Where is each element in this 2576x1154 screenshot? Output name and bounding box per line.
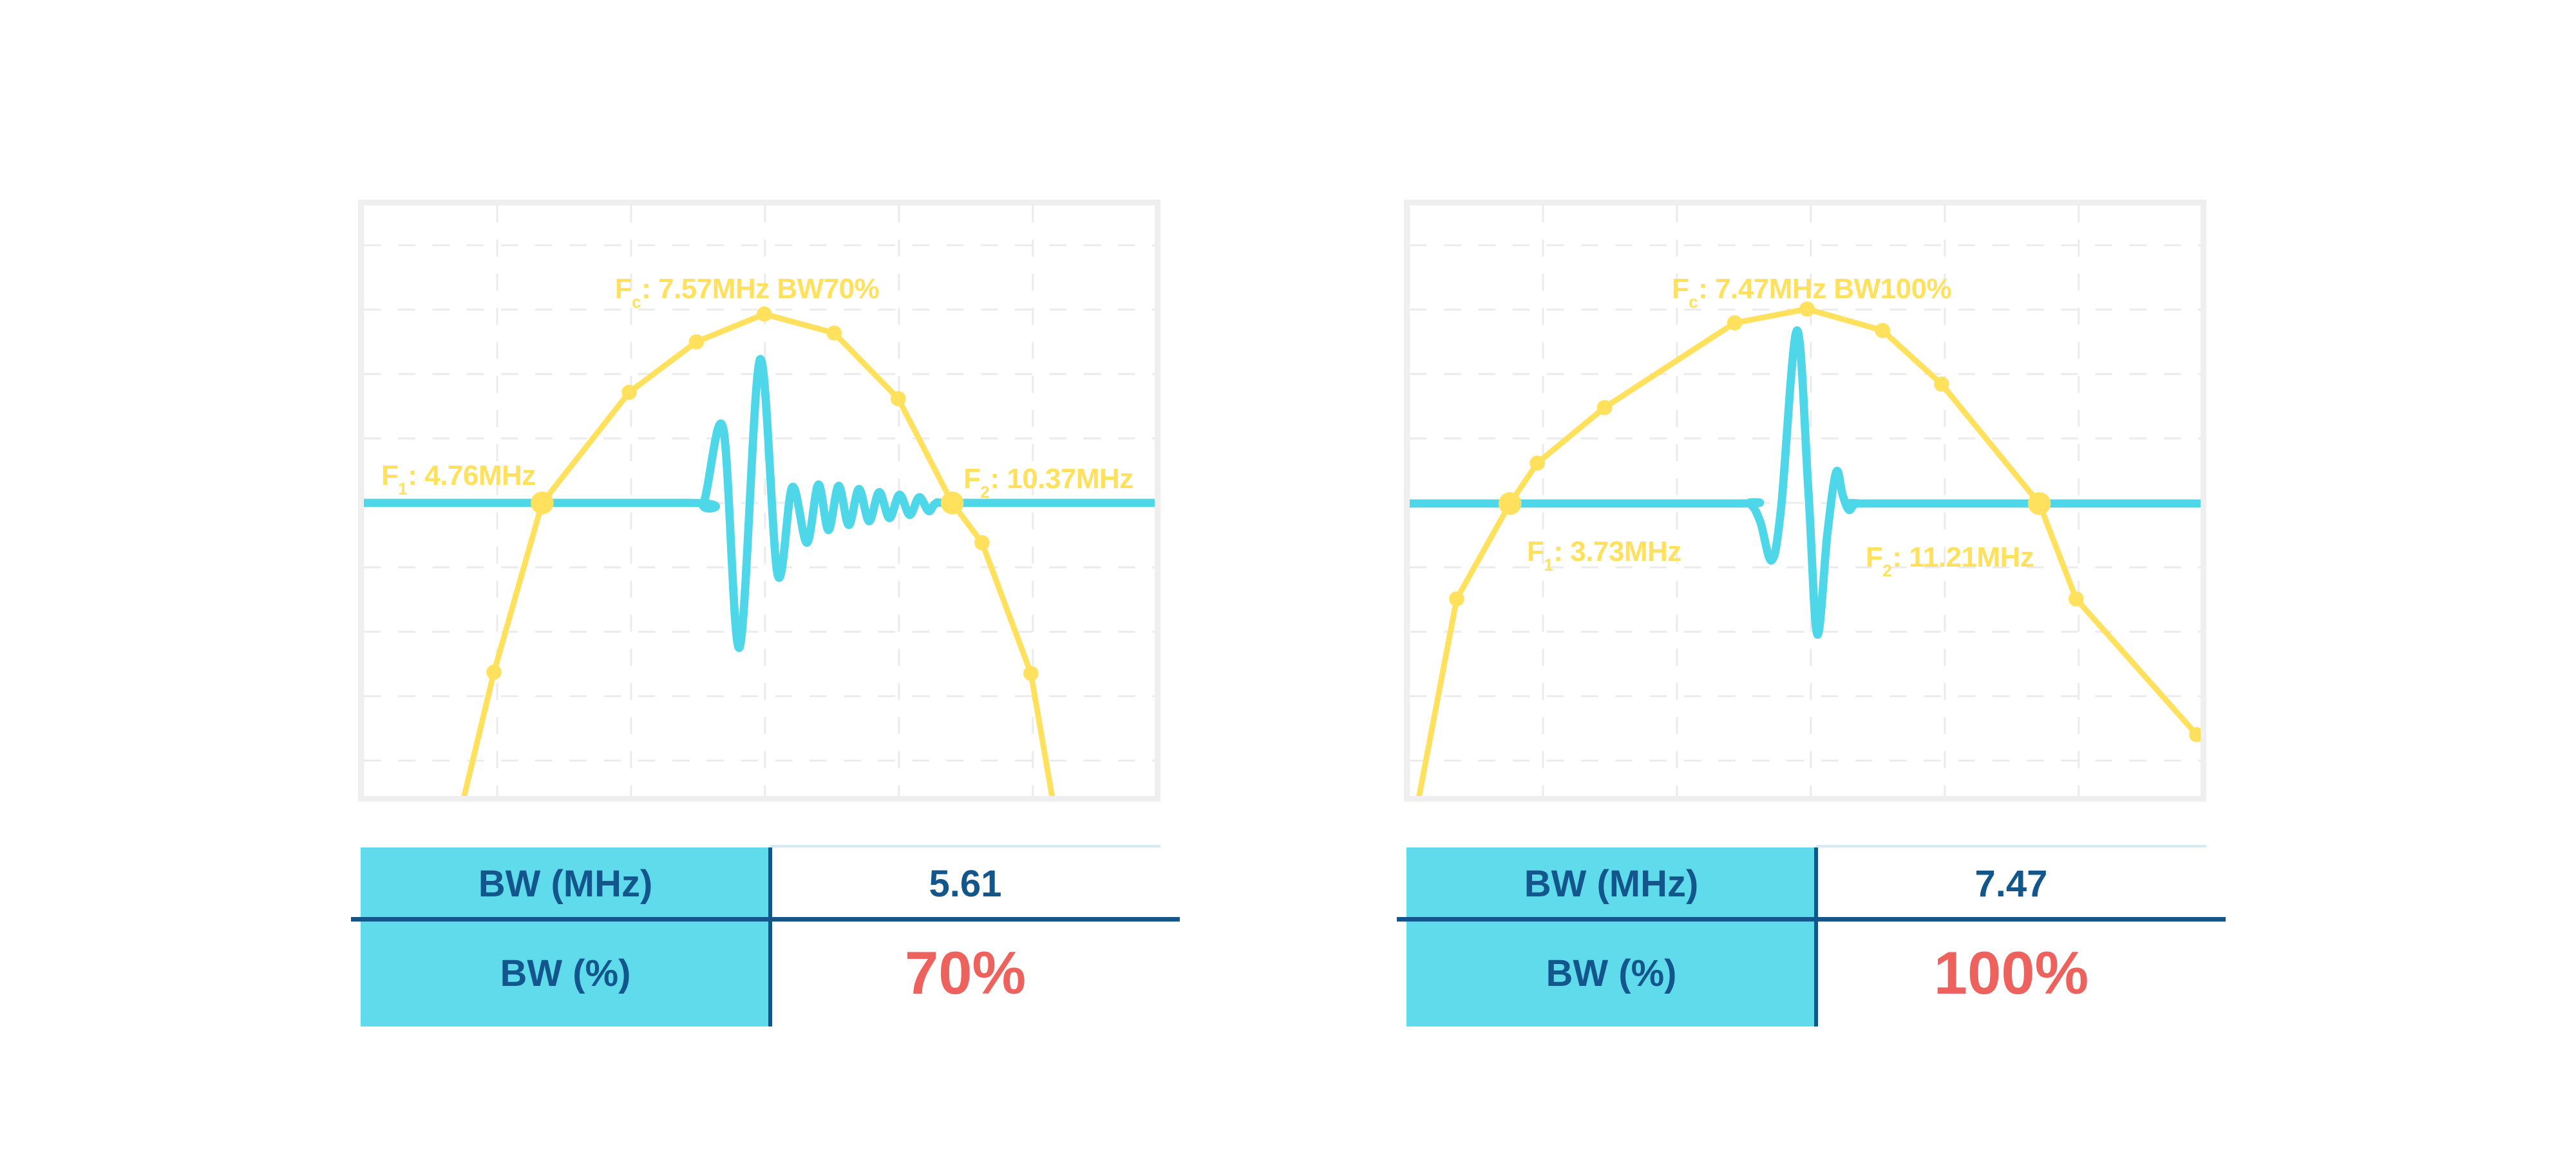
spectrum-marker [2189, 727, 2201, 743]
spectrum-marker [1875, 323, 1891, 338]
table-row-divider [351, 917, 1180, 922]
half-power-marker [1498, 492, 1522, 515]
f1-label-sub: 1 [398, 480, 408, 499]
fc-annotation: Fc: 7.57MHz BW70% [614, 273, 880, 312]
spectrum-marker [1023, 665, 1039, 681]
table-row: BW (%) 70% [361, 920, 1160, 1026]
fc-label-prefix: F [614, 273, 632, 305]
spectrum-marker [621, 384, 637, 401]
spectrum-marker [1934, 376, 1949, 392]
bw-mhz-value-cell: 7.47 [1816, 847, 2206, 920]
bw-table-bw100: BW (MHz) 7.47 BW (%) 100% [1397, 845, 2226, 1026]
spectrum-curve [1416, 306, 2200, 796]
table-top-rule [770, 845, 1160, 847]
spectrum-marker [1449, 591, 1464, 607]
spectrum-plot-bw70 [364, 205, 1155, 796]
spectrum-plot-frame-bw100: Fc: 7.47MHz BW100% F1: 3.73MHz F2: 11.21… [1404, 200, 2206, 802]
f1-label-prefix: F [381, 460, 399, 491]
pulse-waveform [1410, 326, 2201, 639]
bw-mhz-label-cell: BW (MHz) [1406, 847, 1816, 920]
f2-label-rest: : 11.21MHz [1892, 542, 2034, 573]
spectrum-marker [1799, 301, 1815, 317]
fc-label-rest: : 7.47MHz BW100% [1698, 273, 1952, 305]
table-row: BW (%) 100% [1406, 920, 2206, 1026]
pulse-waveform [364, 355, 1155, 652]
f2-label-rest: : 10.37MHz [990, 463, 1133, 495]
f1-label-rest: : 4.76MHz [408, 460, 536, 491]
fc-label-sub: c [632, 294, 641, 312]
bw-mhz-label-cell: BW (MHz) [361, 847, 770, 920]
table-column-divider [768, 847, 772, 1026]
spectrum-marker [974, 534, 990, 551]
table-column-divider [1814, 847, 1818, 1026]
half-power-marker [531, 491, 554, 515]
f2-label-prefix: F [1866, 542, 1883, 573]
f1-annotation: F1: 4.76MHz [381, 460, 536, 498]
spectrum-marker [757, 306, 772, 322]
bw-percent-label-cell: BW (%) [361, 920, 770, 1026]
f2-label-sub: 2 [1882, 562, 1892, 581]
spectrum-marker [688, 334, 705, 350]
spectrum-marker [1596, 400, 1613, 415]
f1-annotation: F1: 3.73MHz [1527, 536, 1681, 574]
half-power-marker [940, 491, 964, 515]
spectrum-curve [461, 311, 1055, 796]
f1-label-prefix: F [1527, 536, 1544, 567]
fc-label-sub: c [1689, 294, 1698, 312]
f2-label-prefix: F [963, 463, 981, 495]
spectrum-plot-frame-bw70: Fc: 7.57MHz BW70% F1: 4.76MHz F2: 10.37M… [358, 200, 1160, 802]
f2-label-sub: 2 [980, 484, 990, 502]
f2-annotation: F2: 11.21MHz [1866, 542, 2034, 580]
spectrum-marker [826, 325, 842, 341]
bw-percent-value-cell: 100% [1816, 920, 2206, 1026]
bw-percent-value-cell: 70% [770, 920, 1160, 1026]
table-row: BW (MHz) 7.47 [1406, 847, 2206, 920]
table-top-rule [1816, 845, 2206, 847]
spectrum-marker [891, 391, 906, 406]
spectrum-marker [486, 665, 502, 680]
spectrum-marker [1727, 315, 1743, 331]
table-row-divider [1397, 917, 2226, 922]
half-power-marker [2027, 492, 2051, 515]
bw-percent-label-cell: BW (%) [1406, 920, 1816, 1026]
fc-label-rest: : 7.57MHz BW70% [641, 273, 880, 305]
fc-annotation: Fc: 7.47MHz BW100% [1671, 273, 1952, 312]
table-row: BW (MHz) 5.61 [361, 847, 1160, 920]
spectrum-marker [2069, 591, 2084, 607]
f1-label-sub: 1 [1544, 556, 1553, 575]
bw-mhz-value-cell: 5.61 [770, 847, 1160, 920]
f1-label-rest: : 3.73MHz [1553, 536, 1681, 567]
bw-table-bw70: BW (MHz) 5.61 BW (%) 70% [351, 845, 1180, 1026]
spectrum-marker [1530, 455, 1545, 471]
f2-annotation: F2: 10.37MHz [963, 463, 1133, 502]
fc-label-prefix: F [1671, 273, 1689, 305]
spectrum-plot-bw100 [1410, 205, 2201, 796]
